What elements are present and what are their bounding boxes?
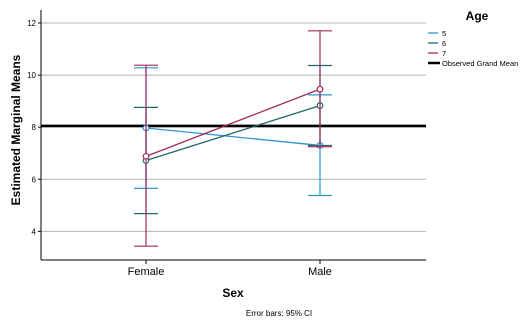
series-6: [134, 64, 332, 215]
data-point: [142, 152, 150, 160]
y-axis-title: Estimated Marginal Means: [9, 54, 23, 205]
x-axis-title: Sex: [222, 286, 244, 300]
legend-label: 6: [442, 39, 446, 48]
x-tick-label: Female: [128, 266, 165, 278]
footnote: Error bars: 95% CI: [246, 309, 312, 318]
series-line: [145, 88, 321, 157]
axes-layer: [40, 10, 426, 261]
legend-label: 7: [442, 49, 446, 58]
series-layer: [134, 30, 332, 247]
grid-layer: [41, 22, 426, 232]
x-tick-labels: Female Male: [128, 260, 332, 278]
series-line: [145, 127, 321, 147]
legend-label: 5: [442, 29, 446, 38]
y-tick-label: 8: [32, 123, 37, 132]
y-tick-label: 6: [32, 175, 37, 184]
series-line: [145, 104, 321, 162]
y-tick-label: 12: [27, 19, 36, 28]
y-tick-label: 4: [32, 227, 37, 236]
y-tick-label: 10: [27, 71, 36, 80]
legend-title: Age: [466, 9, 489, 23]
y-tick-labels: 4 6 8 10 12: [27, 19, 41, 236]
series-7: [134, 30, 332, 247]
x-tick-label: Male: [308, 266, 332, 278]
series-5: [134, 67, 332, 197]
legend-label-grand-mean: Observed Grand Mean: [442, 59, 518, 68]
data-point: [316, 85, 324, 93]
